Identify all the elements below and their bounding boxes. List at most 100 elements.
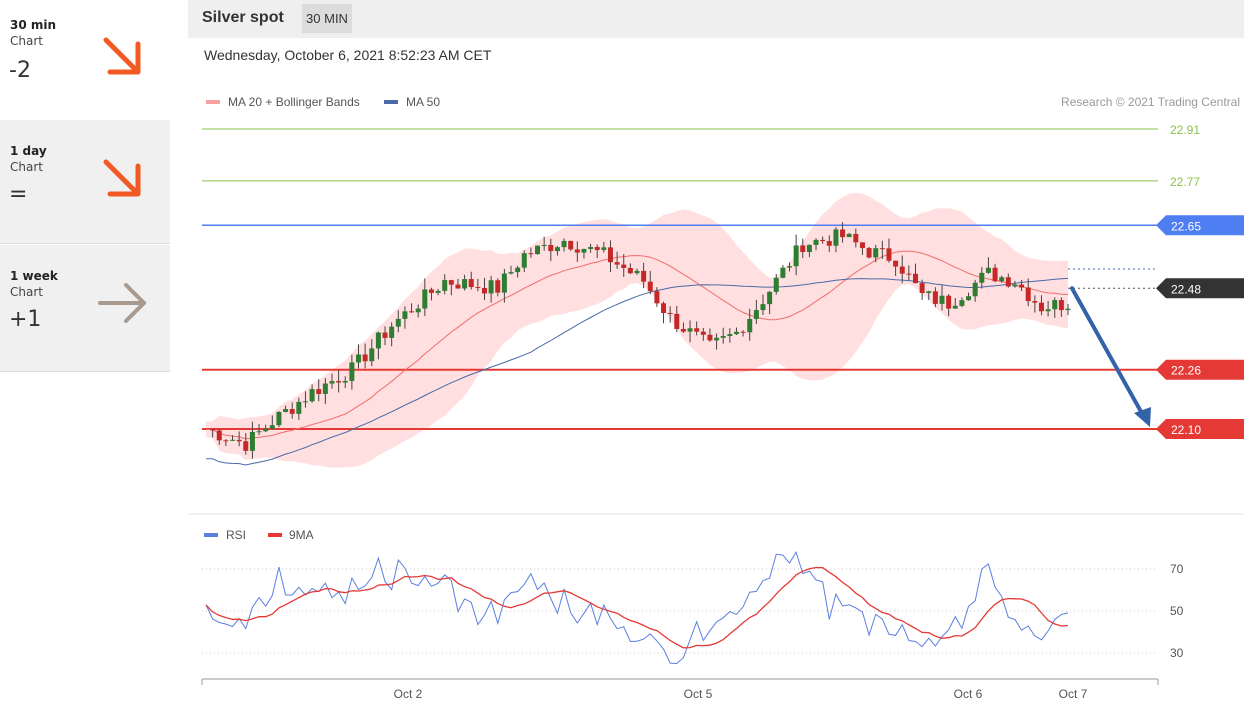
rsi-panel: RSI 9MA 70 50 30 [188,513,1244,665]
timeframe-1week[interactable]: 1 week Chart +1 [0,245,170,372]
candle-body [442,280,448,291]
candle-body [680,328,686,332]
candle-body [972,282,978,297]
candle-body [322,383,328,394]
chart-area: Wednesday, October 6, 2021 8:52:23 AM CE… [188,38,1244,713]
candle-body [641,270,647,282]
candle-body [1012,284,1018,287]
candle-body [1058,300,1064,311]
price-chart[interactable]: 22.91 22.77 22.65 22.48 22.26 22.10 MA 20 + B… [188,38,1244,713]
timeframe-label: 30 min [10,18,57,32]
candle-body [455,284,461,289]
candle-body [926,291,932,293]
rsi-ma-legend-swatch [268,533,282,537]
candle-body [846,233,852,238]
candle-body [873,248,879,258]
candle-body [541,244,547,246]
candle-body [939,295,945,304]
candle-body [806,244,812,253]
candle-body [654,291,660,304]
timeframe-label: 1 day [10,144,47,158]
forecast-arrow [1070,286,1146,419]
level-label-22.48: 22.48 [1171,282,1201,296]
candle-body [362,354,368,362]
legend-swatch-ma50 [384,100,398,104]
candle-body [720,335,726,338]
candle-body [840,229,846,238]
rsi-tick-30: 30 [1170,646,1184,660]
arrow-down-right-icon [103,37,141,75]
candle-body [435,290,441,293]
candle-body [1065,308,1071,311]
x-axis-label: Oct 6 [954,687,983,701]
ma50-line [206,277,1069,466]
timeframe-score: +1 [9,307,42,332]
candle-body [773,277,779,292]
candle-body [1032,301,1038,303]
candle-body [1045,309,1051,312]
candle-body [495,280,501,293]
candle-body [833,229,839,246]
candle-body [581,248,587,253]
candle-body [369,348,375,362]
x-axis: Oct 2 Oct 5 Oct 6 Oct 7 [201,678,1159,701]
candle-body [402,311,408,319]
candle-body [515,267,521,273]
candle-body [395,318,401,327]
candle-body [932,291,938,304]
level-tag-22.48 [1156,278,1244,299]
candle-body [475,287,481,289]
candle-body [793,245,799,267]
candle-body [966,296,972,301]
candle-body [501,273,507,293]
timeframe-30min[interactable]: 30 min Chart -2 [0,0,170,124]
candle-body [780,267,786,278]
candle-body [574,249,580,253]
candle-body [607,247,613,263]
candle-body [249,431,255,451]
candle-body [959,300,965,306]
candle-body [893,260,899,267]
candle-body [1038,302,1044,312]
candle-body [694,328,700,332]
candle-body [647,281,653,292]
x-axis-label: Oct 5 [684,687,713,701]
rsi-tick-70: 70 [1170,562,1184,576]
candle-body [985,267,991,273]
candle-body [747,318,753,333]
candle-body [243,441,249,451]
legend-item-ma20: MA 20 + Bollinger Bands [228,95,360,109]
candle-body [667,313,673,315]
candle-body [952,305,958,309]
candle-body [740,331,746,333]
candle-body [787,266,793,268]
candle-body [216,430,222,441]
candle-body [336,381,342,383]
timeframe-1day[interactable]: 1 day Chart = [0,120,170,244]
candle-body [289,409,295,414]
candle-body [674,313,680,329]
candle-body [826,241,832,246]
candle-body [296,401,302,414]
sidebar: 30 min Chart -2 1 day Chart = 1 week Cha… [0,0,170,713]
chart-timestamp: Wednesday, October 6, 2021 8:52:23 AM CE… [204,47,492,63]
candle-body [1025,287,1031,302]
candle-body [687,328,693,332]
candle-body [700,331,706,335]
timeframe-sub: Chart [10,34,43,48]
candle-body [269,425,275,429]
candle-body [568,240,574,250]
instrument-title: Silver spot [202,9,284,26]
candle-body [767,291,773,305]
candle-body [561,240,567,248]
candle-body [329,381,335,384]
candle-body [588,246,594,249]
candle-body [1019,284,1025,288]
candle-body [521,253,527,268]
candle-body [912,273,918,284]
candle-body [481,287,487,294]
candle-body [999,277,1005,282]
arrow-right-icon [98,283,146,323]
interval-badge[interactable]: 30 MIN [302,4,352,33]
candle-body [879,248,885,250]
